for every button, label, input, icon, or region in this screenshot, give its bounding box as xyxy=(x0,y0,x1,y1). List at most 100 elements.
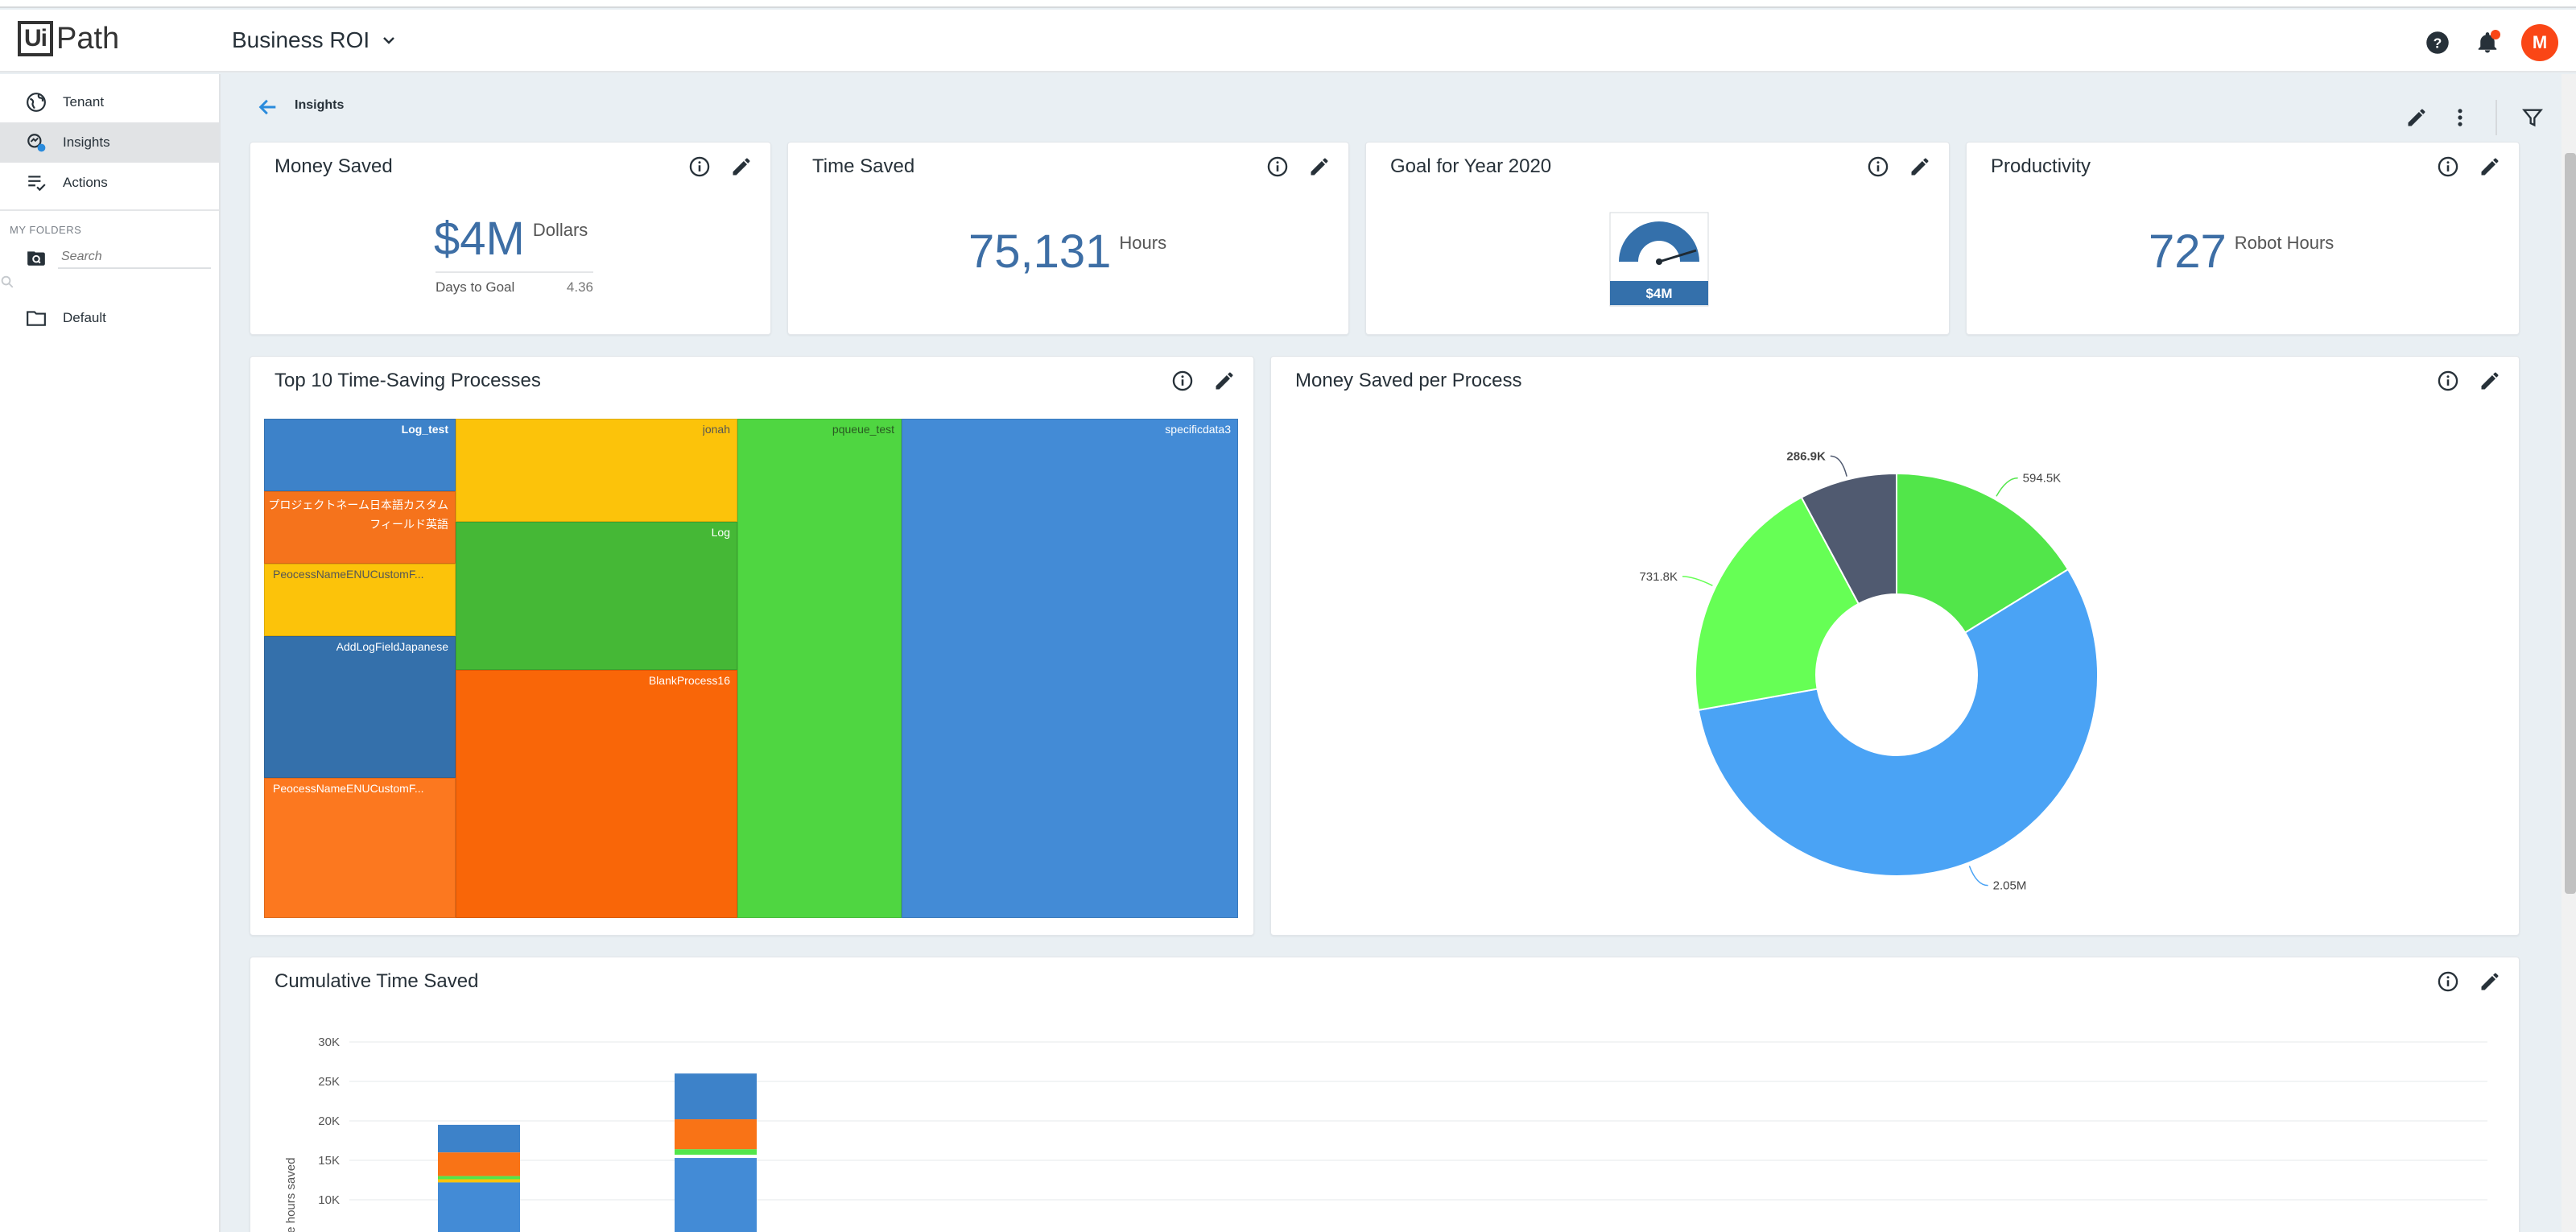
actions-list-icon xyxy=(28,176,46,192)
uipath-logo[interactable]: Ui Path xyxy=(18,18,119,60)
treemap-cell[interactable]: Log_test xyxy=(264,419,456,491)
more-options-icon[interactable] xyxy=(2449,106,2471,129)
donut-label-connector xyxy=(1830,455,1847,477)
treemap-label: PeocessNameENUCustomF... xyxy=(273,782,424,795)
treemap-cell[interactable]: Log xyxy=(456,522,737,670)
notifications-bell-icon[interactable] xyxy=(2471,27,2504,59)
donut-slice[interactable] xyxy=(1695,496,1860,712)
treemap-cell[interactable]: BlankProcess16 xyxy=(456,670,737,918)
info-icon[interactable] xyxy=(688,155,711,178)
treemap-cell[interactable]: pqueue_test xyxy=(737,419,902,918)
bar-segment[interactable] xyxy=(675,1119,757,1150)
donut-label-connector xyxy=(1682,576,1713,586)
kpi-value: 727 xyxy=(2149,225,2227,278)
card-title: Money Saved per Process xyxy=(1295,370,1522,391)
edit-pencil-icon[interactable] xyxy=(730,155,753,178)
treemap-label: BlankProcess16 xyxy=(648,674,730,687)
sidebar-item-label: Actions xyxy=(63,175,108,190)
bar-segment[interactable] xyxy=(438,1176,520,1180)
card-title: Top 10 Time-Saving Processes xyxy=(275,370,541,391)
cumulative-card: Cumulative Time Saved xyxy=(250,957,2520,1232)
bar-segment[interactable] xyxy=(675,1158,757,1232)
treemap-label: プロジェクトネーム日本語カスタムフィールド英語 xyxy=(268,498,448,531)
search-icon[interactable] xyxy=(0,275,14,289)
goal-gauge: $4M xyxy=(1609,212,1709,307)
edit-pencil-icon[interactable] xyxy=(2479,155,2501,178)
info-icon[interactable] xyxy=(1266,155,1289,178)
bar-segment[interactable] xyxy=(438,1182,520,1232)
folder-search-input[interactable] xyxy=(58,246,211,269)
donut-label: 731.8K xyxy=(1639,570,1678,584)
bar-segment[interactable] xyxy=(675,1073,757,1120)
logo-text: Path xyxy=(56,21,120,56)
help-icon[interactable]: ? xyxy=(2421,27,2454,59)
y-tick-label: 15K xyxy=(318,1154,340,1168)
info-icon[interactable] xyxy=(1867,155,1889,178)
folder-search xyxy=(0,241,219,275)
treemap-cell[interactable]: PeocessNameENUCustomF... xyxy=(264,564,456,636)
card-title: Goal for Year 2020 xyxy=(1390,155,1552,177)
svg-text:?: ? xyxy=(2434,35,2442,51)
treemap-label: jonah xyxy=(702,423,730,436)
top10-treemap: Log_test プロジェクトネーム日本語カスタムフィールド英語 Peocess… xyxy=(264,419,1238,918)
donut-slice[interactable] xyxy=(1800,472,1897,606)
notification-badge xyxy=(2491,30,2500,39)
globe-icon xyxy=(27,93,46,112)
bar-segment[interactable] xyxy=(438,1152,520,1176)
chevron-down-icon xyxy=(383,37,395,44)
donut-label-connector xyxy=(1968,866,1988,887)
treemap-label: AddLogFieldJapanese xyxy=(336,640,448,653)
treemap-cell[interactable]: jonah xyxy=(456,419,737,522)
filter-icon[interactable] xyxy=(2521,106,2544,129)
bar-segment[interactable] xyxy=(438,1179,520,1183)
y-tick-label: 10K xyxy=(318,1193,340,1207)
folder-icon xyxy=(27,311,46,326)
info-icon[interactable] xyxy=(2437,970,2459,993)
treemap-cell[interactable]: AddLogFieldJapanese xyxy=(264,636,456,778)
donut-label: 594.5K xyxy=(2023,472,2062,486)
treemap-label: pqueue_test xyxy=(832,423,894,436)
bar-segment[interactable] xyxy=(675,1149,757,1156)
kpi-unit: Dollars xyxy=(532,220,588,240)
sidebar-divider xyxy=(0,209,219,211)
bar-segment[interactable] xyxy=(438,1124,520,1153)
edit-pencil-icon[interactable] xyxy=(2479,970,2501,993)
edit-pencil-icon[interactable] xyxy=(1213,370,1236,392)
kpi-value: $4M xyxy=(434,213,525,265)
card-title: Money Saved xyxy=(275,155,393,177)
user-avatar[interactable]: M xyxy=(2521,24,2558,61)
folder-item-default[interactable]: Default xyxy=(0,298,219,338)
sidebar-item-insights[interactable]: Insights xyxy=(0,122,219,163)
edit-pencil-icon[interactable] xyxy=(1308,155,1331,178)
y-tick-label: 25K xyxy=(318,1075,340,1089)
info-icon[interactable] xyxy=(2437,370,2459,392)
y-axis-label: Cumulative hours saved xyxy=(284,1158,298,1232)
days-to-goal-label: Days to Goal xyxy=(436,279,515,295)
sidebar-item-tenant[interactable]: Tenant xyxy=(0,82,219,122)
bar-segment[interactable] xyxy=(675,1155,757,1159)
edit-pencil-icon[interactable] xyxy=(1909,155,1931,178)
treemap-cell[interactable]: プロジェクトネーム日本語カスタムフィールド英語 xyxy=(264,491,456,564)
y-tick-label: 20K xyxy=(318,1114,340,1128)
days-to-goal-value: 4.36 xyxy=(566,279,593,295)
edit-pencil-icon[interactable] xyxy=(2479,370,2501,392)
treemap-cell[interactable]: specificdata3 xyxy=(902,419,1238,918)
donut-slice[interactable] xyxy=(1697,568,2099,877)
page-scrollbar-thumb[interactable] xyxy=(2565,153,2576,894)
kpi-value: 75,131 xyxy=(968,225,1112,278)
app-switcher[interactable]: Business ROI xyxy=(232,27,398,53)
back-arrow-icon[interactable] xyxy=(254,93,282,121)
folders-section-title: MY FOLDERS xyxy=(10,224,82,236)
donut-label: 286.9K xyxy=(1786,449,1826,463)
sidebar-item-label: Tenant xyxy=(63,94,105,110)
info-icon[interactable] xyxy=(1171,370,1194,392)
edit-dashboard-pencil-icon[interactable] xyxy=(2405,106,2428,129)
donut-slice[interactable] xyxy=(1896,472,2070,635)
info-icon[interactable] xyxy=(2437,155,2459,178)
folder-label: Default xyxy=(63,310,106,325)
time-saved-card: Time Saved 75,131 Hours xyxy=(787,142,1349,335)
kpi-unit: Hours xyxy=(1119,233,1167,253)
gauge-label: $4M xyxy=(1645,286,1672,301)
treemap-cell[interactable]: PeocessNameENUCustomF... xyxy=(264,778,456,918)
sidebar-item-actions[interactable]: Actions xyxy=(0,163,219,203)
